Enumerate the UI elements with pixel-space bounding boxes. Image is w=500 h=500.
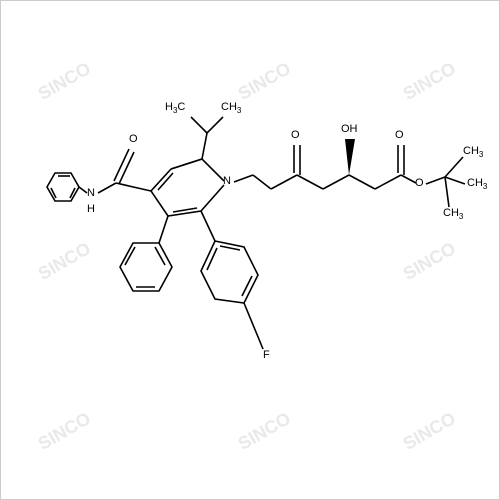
label-h3c: H3C — [165, 101, 185, 115]
label-ch3-t2: CH3 — [467, 177, 487, 191]
label-h-amide: H — [87, 203, 95, 215]
label-n-amide: N — [87, 187, 95, 199]
label-n-pyrrole: N — [223, 175, 231, 187]
label-ch3-t1: CH3 — [463, 145, 483, 159]
bond-layer — [1, 1, 500, 500]
label-oh: OH — [341, 123, 358, 135]
label-f: F — [263, 349, 270, 361]
label-ch3: CH3 — [221, 101, 241, 115]
label-ch3-t3: CH3 — [443, 207, 463, 221]
label-o-ester: O — [415, 177, 424, 189]
label-o-ketone: O — [291, 129, 300, 141]
label-o-ester-dbl: O — [395, 129, 404, 141]
label-o-carbonyl: O — [129, 133, 138, 145]
structure-canvas: { "figure": { "type": "chemical-structur… — [0, 0, 500, 500]
